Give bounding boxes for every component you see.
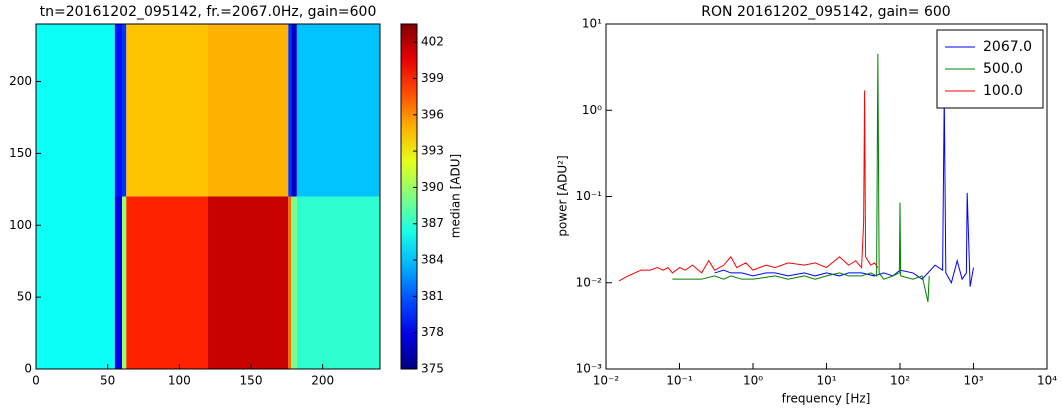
heatmap-cell [36, 24, 115, 197]
y-tick-label: 200 [9, 74, 32, 88]
x-axis-label: frequency [Hz] [782, 392, 871, 406]
heatmap-cell [122, 24, 127, 197]
y-tick-label: 10⁰ [582, 103, 602, 117]
y-tick-label: 10⁻² [576, 275, 603, 289]
colorbar-tick-label: 387 [421, 216, 444, 230]
x-tick-label: 150 [240, 374, 263, 388]
heatmap-title: tn=20161202_095142, fr.=2067.0Hz, gain=6… [40, 4, 377, 20]
x-tick-label: 10⁻² [593, 374, 620, 388]
legend-label: 100.0 [983, 83, 1023, 99]
heatmap-cell [126, 196, 208, 369]
x-tick-label: 10¹ [816, 374, 836, 388]
heatmap-cell [296, 24, 380, 197]
x-tick-label: 200 [311, 374, 334, 388]
heatmap-cell [208, 196, 289, 369]
colorbar-tick-label: 396 [421, 107, 444, 121]
heatmap-cell [296, 196, 380, 369]
y-tick-label: 50 [17, 290, 32, 304]
colorbar-tick-label: 384 [421, 253, 444, 267]
colorbar-tick-label: 381 [421, 289, 444, 303]
heatmap-cell [291, 24, 297, 197]
y-tick-label: 10⁻³ [576, 362, 603, 376]
colorbar-tick-label: 375 [421, 362, 444, 376]
heatmap-cell [288, 24, 292, 197]
x-tick-label: 0 [32, 374, 40, 388]
colorbar-tick-label: 390 [421, 180, 444, 194]
x-tick-label: 50 [100, 374, 115, 388]
heatmap-cell [114, 196, 122, 369]
y-tick-label: 150 [9, 146, 32, 160]
y-tick-label: 10¹ [582, 17, 602, 31]
colorbar [400, 23, 418, 370]
colorbar-tick-label: 399 [421, 71, 444, 85]
legend-label: 2067.0 [983, 39, 1032, 55]
heatmap-cell [126, 24, 208, 197]
x-tick-label: 10³ [963, 374, 983, 388]
x-tick-label: 10⁻¹ [666, 374, 693, 388]
colorbar-tick-label: 393 [421, 144, 444, 158]
y-tick-label: 10⁻¹ [576, 189, 603, 203]
colorbar-tick-label: 402 [421, 35, 444, 49]
heatmap-cell [288, 196, 292, 369]
data-line [618, 90, 879, 282]
heatmap-cell [291, 196, 297, 369]
plot-frame [35, 23, 381, 370]
heatmap-cell [114, 24, 122, 197]
colorbar-label: median [ADU] [449, 154, 463, 238]
colorbar-tick-label: 378 [421, 325, 444, 339]
y-axis-label: power [ADU²] [556, 155, 570, 236]
x-tick-label: 10⁴ [1037, 374, 1057, 388]
line-title: RON 20161202_095142, gain= 600 [701, 4, 950, 20]
x-tick-label: 100 [168, 374, 191, 388]
heatmap-cell [36, 196, 115, 369]
x-tick-label: 10² [890, 374, 910, 388]
y-tick-label: 0 [24, 362, 32, 376]
x-tick-label: 10⁰ [743, 374, 763, 388]
data-line [672, 53, 930, 302]
heatmap-cell [122, 196, 127, 369]
y-tick-label: 100 [9, 218, 32, 232]
legend-label: 500.0 [983, 61, 1023, 77]
heatmap-cell [208, 24, 289, 197]
data-line [714, 95, 974, 287]
